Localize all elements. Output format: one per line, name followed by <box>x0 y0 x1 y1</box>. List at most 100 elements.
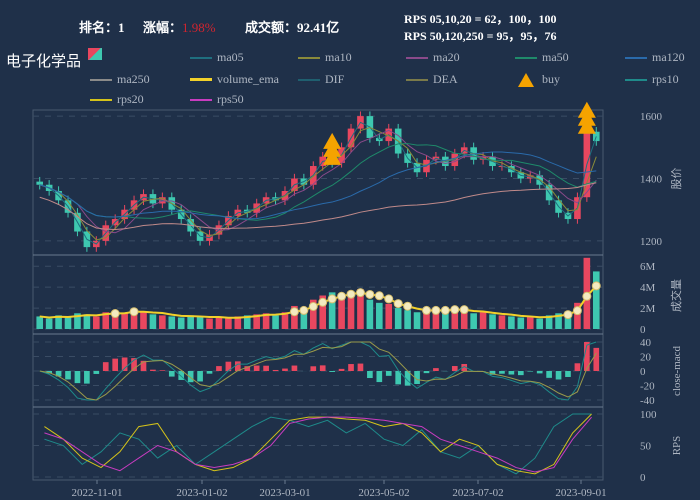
legend-item-ma05[interactable]: ma05 <box>190 50 244 65</box>
macd-histogram-bar <box>263 365 269 371</box>
volume-bar <box>262 313 270 329</box>
macd-histogram-bar <box>216 366 222 371</box>
legend-label: ma10 <box>325 50 352 64</box>
legend-label: ma50 <box>542 50 569 64</box>
macd-histogram-bar <box>329 371 335 372</box>
macd-histogram-bar <box>282 368 288 371</box>
volume-bar <box>357 289 364 329</box>
legend-item-rps20[interactable]: rps20 <box>90 92 144 107</box>
line-swatch-icon <box>406 56 428 59</box>
buy-arrow-icon <box>323 148 342 165</box>
volume-bar <box>442 310 449 329</box>
volume-ema-marker <box>421 305 431 315</box>
legend-item-buy[interactable]: buy <box>515 72 560 87</box>
macd-histogram-bar <box>338 368 345 371</box>
line-swatch-icon <box>90 78 112 81</box>
macd-histogram-bar <box>433 368 439 371</box>
macd-histogram-bar <box>253 365 260 371</box>
rps-line-1: RPS 05,10,20 = 62，100，100 <box>404 12 557 26</box>
legend-item-ma10[interactable]: ma10 <box>298 50 352 65</box>
macd-histogram-bar <box>140 360 147 371</box>
volume-ema-marker <box>289 307 299 317</box>
volume-bar <box>328 292 336 329</box>
volume-bar <box>470 313 477 329</box>
macd-histogram-bar <box>178 371 185 380</box>
macd-histogram-bar <box>565 371 571 377</box>
volume-bar <box>177 317 185 329</box>
legend-item-DIF[interactable]: DIF <box>298 72 344 87</box>
volume-bar <box>366 299 374 329</box>
macd-histogram-bar <box>517 371 524 376</box>
legend-item-ma50[interactable]: ma50 <box>515 50 569 65</box>
rank-label: 排名： <box>79 20 119 35</box>
rps50-line <box>44 416 592 473</box>
y-tick-label: 6M <box>640 261 656 273</box>
y-axis-label: 成交量 <box>669 279 683 312</box>
volume-ema-marker <box>327 294 337 304</box>
volume-bar <box>489 314 496 329</box>
macd-histogram-bar <box>414 371 420 384</box>
legend-label: rps20 <box>117 92 144 106</box>
volume-bar <box>111 311 119 329</box>
rps-line-2: RPS 50,120,250 = 95，95，76 <box>404 29 557 43</box>
macd-histogram-bar <box>244 366 251 371</box>
macd-histogram-bar <box>508 371 515 375</box>
volume-bar <box>121 313 128 329</box>
macd-histogram-bar <box>489 371 496 375</box>
macd-histogram-bar <box>102 362 109 371</box>
legend-item-ma20[interactable]: ma20 <box>406 50 460 65</box>
volume-bar <box>479 312 487 329</box>
line-swatch-icon <box>298 56 320 59</box>
volume-bar <box>215 317 223 329</box>
legend-label: ma250 <box>117 72 150 86</box>
volume-ema-marker <box>393 299 403 309</box>
rank: 排名：1 <box>79 17 125 36</box>
volume-bar <box>545 315 553 329</box>
ma50-line <box>39 143 597 221</box>
macd-histogram-bar <box>404 371 411 386</box>
volume-bar <box>102 312 110 329</box>
ma10-line <box>39 127 597 241</box>
y-axis-label: close-macd <box>671 345 683 396</box>
x-tick-label: 2023-03-01 <box>259 487 310 499</box>
legend-item-ma120[interactable]: ma120 <box>625 50 685 65</box>
volume-bar <box>55 315 62 329</box>
legend-item-rps10[interactable]: rps10 <box>625 72 679 87</box>
macd-histogram-bar <box>376 371 383 383</box>
y-tick-label: -40 <box>640 395 655 407</box>
legend-label: DEA <box>433 72 458 86</box>
macd-histogram-bar <box>310 366 317 371</box>
volume-bar <box>36 316 44 329</box>
macd-histogram-bar <box>584 342 590 371</box>
sector-title: 电子化学品 <box>6 52 82 70</box>
volume-bar <box>64 317 72 329</box>
y-tick-label: 20 <box>640 352 652 364</box>
ma05-line <box>39 121 597 245</box>
y-axis-label: 股价 <box>670 168 683 190</box>
legend-item-rps50[interactable]: rps50 <box>190 92 244 107</box>
macd-histogram-bar <box>272 369 279 371</box>
buy-arrow-icon <box>577 117 596 134</box>
volume-bar <box>206 318 213 329</box>
macd-histogram-bar <box>131 358 137 371</box>
legend-item-volume_ema[interactable]: volume_ema <box>190 72 279 87</box>
y-tick-label: 100 <box>640 409 657 421</box>
legend-item-ma250[interactable]: ma250 <box>90 72 150 87</box>
volume-ema-marker <box>308 301 318 311</box>
macd-histogram-bar <box>357 363 364 371</box>
macd-histogram-bar <box>74 371 81 384</box>
dea-line <box>39 341 597 401</box>
candle-legend-icon[interactable] <box>88 48 102 60</box>
macd-histogram-bar <box>555 371 562 380</box>
legend-item-DEA[interactable]: DEA <box>406 72 458 87</box>
amount: 成交额：92.41亿 <box>245 17 339 36</box>
volume-bar <box>225 318 232 329</box>
macd-histogram-bar <box>55 371 62 377</box>
y-tick-label: 0 <box>640 472 646 484</box>
line-swatch-icon <box>190 78 212 81</box>
legend-label: ma120 <box>652 50 685 64</box>
volume-bar <box>498 315 506 329</box>
volume-bar <box>291 305 298 329</box>
volume-bar <box>159 315 166 329</box>
